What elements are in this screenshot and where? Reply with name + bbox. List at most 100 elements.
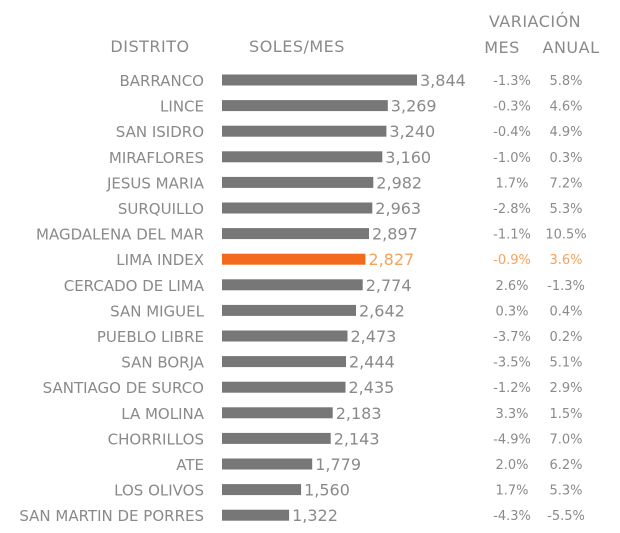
chart-row: ATE 1,779 2.0% 6.2% bbox=[176, 455, 582, 474]
chart-row: SANTIAGO DE SURCO 2,435 -1.2% 2.9% bbox=[43, 378, 583, 397]
chart-row: CERCADO DE LIMA 2,774 2.6% -1.3% bbox=[64, 276, 585, 295]
chart-row: SAN BORJA 2,444 -3.5% 5.1% bbox=[121, 353, 582, 372]
monthly-change: 1.7% bbox=[495, 176, 528, 191]
monthly-change: -4.9% bbox=[493, 432, 531, 447]
annual-change: 4.6% bbox=[549, 100, 582, 115]
monthly-change: 0.3% bbox=[495, 304, 528, 319]
monthly-change: -0.4% bbox=[493, 125, 531, 140]
chart-row: BARRANCO 3,844 -1.3% 5.8% bbox=[119, 71, 582, 90]
monthly-change: 2.6% bbox=[495, 279, 528, 294]
annual-change: 5.3% bbox=[549, 484, 582, 499]
monthly-change: -3.5% bbox=[493, 356, 531, 371]
annual-change: 6.2% bbox=[549, 458, 582, 473]
monthly-change: -1.3% bbox=[493, 74, 531, 89]
value-label: 3,269 bbox=[391, 97, 437, 116]
chart-row: LINCE 3,269 -0.3% 4.6% bbox=[160, 97, 582, 116]
category-label: ATE bbox=[176, 456, 204, 474]
header-mes: MES bbox=[484, 38, 520, 57]
value-label: 2,183 bbox=[336, 404, 382, 423]
annual-change: -1.3% bbox=[547, 279, 585, 294]
bar bbox=[222, 202, 373, 214]
annual-change: 0.4% bbox=[549, 304, 582, 319]
monthly-change: -3.7% bbox=[493, 330, 531, 345]
chart-row: SAN ISIDRO 3,240 -0.4% 4.9% bbox=[116, 122, 583, 141]
annual-change: 10.5% bbox=[545, 228, 586, 243]
bar bbox=[222, 151, 383, 163]
category-label: JESUS MARIA bbox=[106, 174, 205, 192]
chart-row: LOS OLIVOS 1,560 1.7% 5.3% bbox=[114, 481, 582, 500]
value-label: 2,444 bbox=[349, 353, 395, 372]
chart-row: SURQUILLO 2,963 -2.8% 5.3% bbox=[118, 199, 583, 218]
category-label: LIMA INDEX bbox=[116, 251, 204, 269]
category-label: SAN MIGUEL bbox=[110, 302, 204, 320]
bar bbox=[222, 484, 302, 496]
category-label: SAN MARTIN DE PORRES bbox=[19, 507, 204, 525]
bar bbox=[222, 253, 366, 265]
value-label: 3,844 bbox=[420, 71, 466, 90]
category-label: BARRANCO bbox=[119, 72, 204, 90]
bar bbox=[222, 330, 348, 342]
chart-row: JESUS MARIA 2,982 1.7% 7.2% bbox=[106, 173, 583, 192]
monthly-change: -4.3% bbox=[493, 509, 531, 524]
chart-row: MAGDALENA DEL MAR 2,897 -1.1% 10.5% bbox=[36, 225, 587, 244]
bar bbox=[222, 100, 388, 112]
chart-row: PUEBLO LIBRE 2,473 -3.7% 0.2% bbox=[97, 327, 583, 346]
value-label: 2,963 bbox=[375, 199, 421, 218]
bar bbox=[222, 407, 333, 419]
monthly-change: 1.7% bbox=[495, 484, 528, 499]
bar bbox=[222, 381, 346, 393]
value-label: 2,897 bbox=[372, 225, 418, 244]
annual-change: 7.0% bbox=[549, 432, 582, 447]
chart-row: LIMA INDEX 2,827 -0.9% 3.6% bbox=[116, 250, 582, 269]
annual-change: -5.5% bbox=[547, 509, 585, 524]
header-distrito: DISTRITO bbox=[110, 37, 189, 56]
value-label: 2,143 bbox=[334, 429, 380, 448]
value-label: 1,560 bbox=[304, 481, 350, 500]
value-label: 3,240 bbox=[389, 122, 435, 141]
annual-change: 5.1% bbox=[549, 356, 582, 371]
monthly-change: -1.2% bbox=[493, 381, 531, 396]
category-label: LA MOLINA bbox=[121, 405, 204, 423]
monthly-change: -1.1% bbox=[493, 228, 531, 243]
monthly-change: -2.8% bbox=[493, 202, 531, 217]
annual-change: 0.2% bbox=[549, 330, 582, 345]
annual-change: 5.8% bbox=[549, 74, 582, 89]
category-label: CHORRILLOS bbox=[108, 430, 204, 448]
category-label: MIRAFLORES bbox=[109, 149, 204, 167]
monthly-change: 2.0% bbox=[495, 458, 528, 473]
bar bbox=[222, 432, 331, 444]
bar bbox=[222, 509, 290, 521]
value-label: 3,160 bbox=[385, 148, 431, 167]
header-variacion: VARIACIÓN bbox=[489, 12, 581, 31]
annual-change: 2.9% bbox=[549, 381, 582, 396]
chart-row: LA MOLINA 2,183 3.3% 1.5% bbox=[121, 404, 582, 423]
annual-change: 4.9% bbox=[549, 125, 582, 140]
category-label: MAGDALENA DEL MAR bbox=[36, 226, 204, 244]
annual-change: 3.6% bbox=[549, 253, 582, 268]
value-label: 2,642 bbox=[359, 301, 405, 320]
bar bbox=[222, 74, 417, 86]
annual-change: 1.5% bbox=[549, 407, 582, 422]
annual-change: 0.3% bbox=[549, 151, 582, 166]
bar bbox=[222, 279, 363, 291]
monthly-change: -0.3% bbox=[493, 100, 531, 115]
annual-change: 7.2% bbox=[549, 176, 582, 191]
bar bbox=[222, 176, 374, 188]
header-anual: ANUAL bbox=[543, 38, 600, 57]
chart-row: MIRAFLORES 3,160 -1.0% 0.3% bbox=[109, 148, 583, 167]
bar bbox=[222, 125, 387, 137]
value-label: 2,982 bbox=[376, 173, 422, 192]
category-label: SAN BORJA bbox=[121, 354, 204, 372]
category-label: LOS OLIVOS bbox=[114, 482, 204, 500]
chart-row: SAN MIGUEL 2,642 0.3% 0.4% bbox=[110, 301, 582, 320]
category-label: SURQUILLO bbox=[118, 200, 204, 218]
chart-rows: BARRANCO 3,844 -1.3% 5.8% LINCE 3,269 -0.3% 4.6… bbox=[19, 71, 586, 525]
bar bbox=[222, 356, 346, 368]
category-label: SAN ISIDRO bbox=[116, 123, 204, 141]
header-soles-mes: SOLES/MES bbox=[249, 37, 345, 56]
category-label: PUEBLO LIBRE bbox=[97, 328, 204, 346]
chart-row: CHORRILLOS 2,143 -4.9% 7.0% bbox=[108, 429, 583, 448]
monthly-change: -1.0% bbox=[493, 151, 531, 166]
category-label: LINCE bbox=[160, 98, 204, 116]
